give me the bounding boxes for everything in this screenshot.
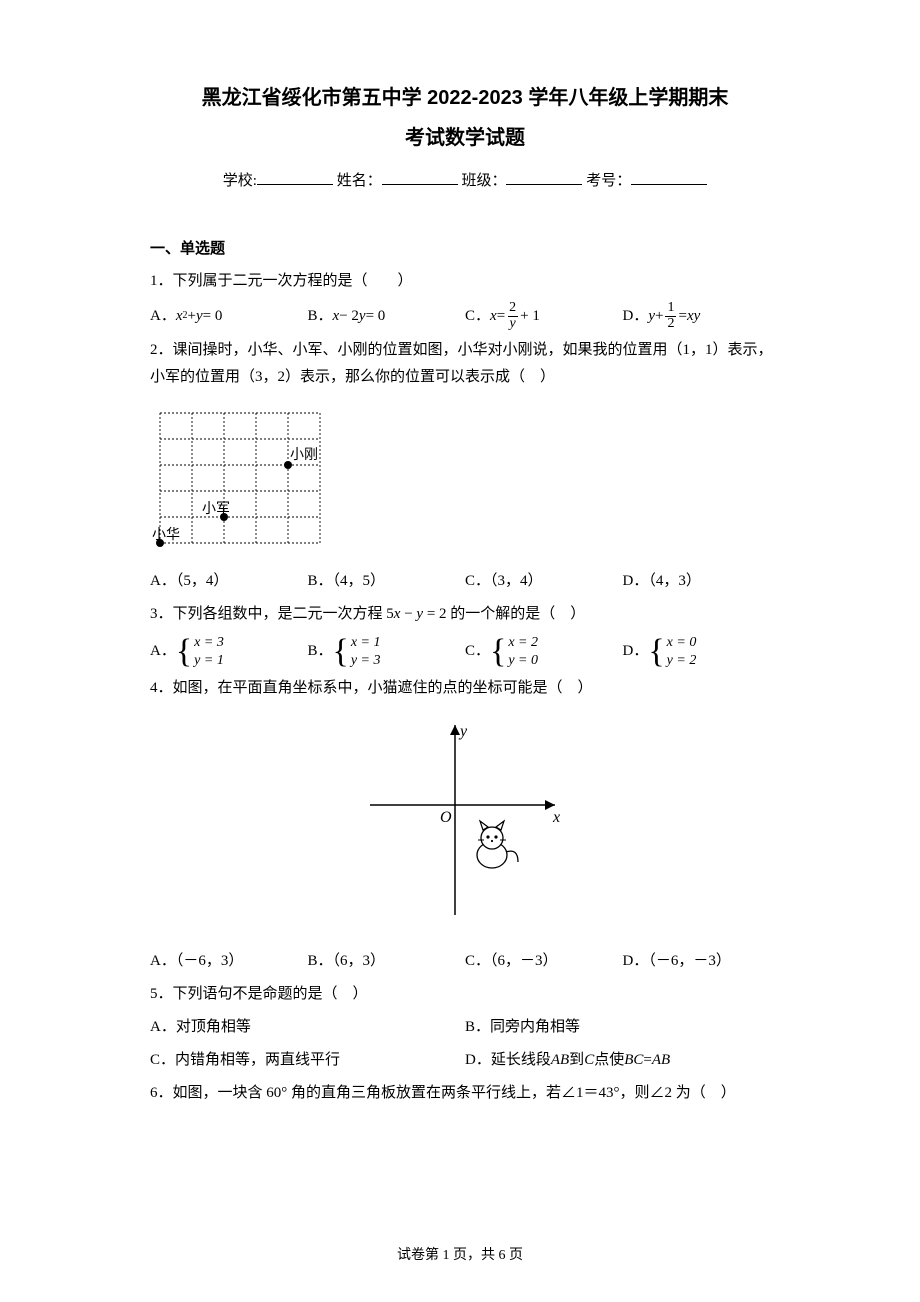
svg-text:y: y [458,723,468,740]
id-label: 考号： [586,173,631,189]
q1-option-d: D． y + 12 = xy [623,301,781,331]
name-label: 姓名： [337,173,382,189]
q3-option-c: C． {x = 2y = 0 [465,634,623,669]
q1-option-b: B． x − 2 y = 0 [308,301,466,331]
label-xiaogang: 小刚 [290,447,318,463]
q5-option-b: B．同旁内角相等 [465,1014,780,1041]
school-blank [257,170,333,185]
svg-text:x: x [552,809,560,826]
q5-options-row2: C．内错角相等，两直线平行 D．延长线段 AB 到 C 点使 BC = AB [150,1047,780,1074]
page-title-line2: 考试数学试题 [150,120,780,156]
q2-option-d: D．（4，3） [623,568,781,595]
cat-icon [477,821,518,868]
page-title-line1: 黑龙江省绥化市第五中学 2022-2023 学年八年级上学期期末 [150,80,780,116]
student-info-line: 学校: 姓名： 班级： 考号： [150,168,780,195]
question-3: 3．下列各组数中，是二元一次方程 5x − y = 2 的一个解的是（ ） [150,601,780,628]
q5-options-row1: A．对顶角相等 B．同旁内角相等 [150,1014,780,1041]
class-blank [506,170,582,185]
q3-option-d: D． {x = 0y = 2 [623,634,781,669]
label-xiaohua: 小华 [152,527,180,543]
q2-option-b: B．（4，5） [308,568,466,595]
q4-option-c: C．（6，－3） [465,948,623,975]
q3-options: A． {x = 3y = 1 B． {x = 1y = 3 C． {x = 2y… [150,634,780,669]
page-footer: 试卷第 1 页，共 6 页 [0,1243,920,1268]
question-2: 2．课间操时，小华、小军、小刚的位置如图，小华对小刚说，如果我的位置用（1，1）… [150,337,780,391]
q2-option-a: A．（5，4） [150,568,308,595]
question-6: 6．如图，一块含 60° 角的直角三角板放置在两条平行线上，若∠1＝43°，则∠… [150,1080,780,1107]
svg-text:O: O [440,809,452,826]
question-4: 4．如图，在平面直角坐标系中，小猫遮住的点的坐标可能是（ ） [150,675,780,702]
q5-option-a: A．对顶角相等 [150,1014,465,1041]
q1-options: A． x2 + y = 0 B． x − 2 y = 0 C． x = 2y +… [150,301,780,331]
question-5: 5．下列语句不是命题的是（ ） [150,981,780,1008]
q5-option-d: D．延长线段 AB 到 C 点使 BC = AB [465,1047,780,1074]
q5-option-c: C．内错角相等，两直线平行 [150,1047,465,1074]
q2-options: A．（5，4） B．（4，5） C．（3，4） D．（4，3） [150,568,780,595]
q4-options: A．（－6，3） B．（6，3） C．（6，－3） D．（－6，－3） [150,948,780,975]
q4-option-a: A．（－6，3） [150,948,308,975]
class-label: 班级： [461,173,506,189]
q2-option-c: C．（3，4） [465,568,623,595]
q3-option-b: B． {x = 1y = 3 [308,634,466,669]
q1-option-a: A． x2 + y = 0 [150,301,308,331]
q4-axis-figure: y x O [150,710,780,940]
q2-grid-figure: 小刚 小军 小华 [150,403,330,548]
label-xiaojun: 小军 [202,501,230,517]
id-blank [631,170,707,185]
section-heading: 一、单选题 [150,235,780,262]
q1-option-c: C． x = 2y + 1 [465,301,623,331]
q4-option-d: D．（－6，－3） [623,948,781,975]
q4-option-b: B．（6，3） [308,948,466,975]
name-blank [382,170,458,185]
school-label: 学校: [223,173,257,189]
q3-option-a: A． {x = 3y = 1 [150,634,308,669]
question-1: 1．下列属于二元一次方程的是（ ） [150,268,780,295]
